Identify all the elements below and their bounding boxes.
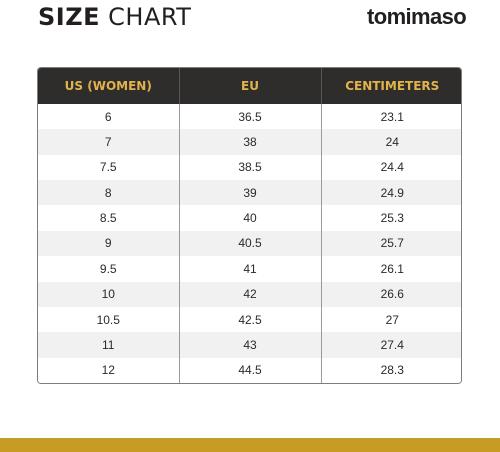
cell-us-women: 7.5 bbox=[38, 154, 180, 181]
cell-us-women: 6 bbox=[38, 104, 180, 130]
cell-eu: 40 bbox=[179, 205, 322, 231]
title-bold: SIZE bbox=[38, 3, 101, 31]
cell-us-women: 9.5 bbox=[38, 256, 180, 282]
table-row: 10.5 42.5 27 bbox=[38, 306, 461, 333]
table-row: 8.5 40 25.3 bbox=[38, 205, 461, 231]
cell-eu: 39 bbox=[179, 180, 322, 206]
cell-centimeters: 24.9 bbox=[321, 180, 461, 206]
column-header-eu: EU bbox=[179, 68, 322, 104]
cell-us-women: 9 bbox=[38, 230, 180, 257]
table-row: 9.5 41 26.1 bbox=[38, 256, 461, 282]
cell-eu: 40.5 bbox=[179, 230, 322, 257]
table-row: 8 39 24.9 bbox=[38, 180, 461, 206]
brand-logo: tomimaso bbox=[367, 4, 467, 29]
cell-us-women: 10.5 bbox=[38, 306, 180, 333]
table-row: 10 42 26.6 bbox=[38, 281, 461, 307]
table-row: 7 38 24 bbox=[38, 129, 461, 155]
cell-eu: 43 bbox=[179, 332, 322, 358]
cell-centimeters: 27 bbox=[321, 306, 461, 333]
cell-centimeters: 25.7 bbox=[321, 230, 461, 257]
cell-centimeters: 23.1 bbox=[321, 104, 461, 130]
size-table: US (WOMEN) EU CENTIMETERS 6 36.5 23.1 7 38 24… bbox=[38, 68, 461, 383]
footer-accent-bar bbox=[0, 438, 500, 452]
cell-eu: 42 bbox=[179, 281, 322, 307]
cell-eu: 41 bbox=[179, 256, 322, 282]
cell-us-women: 7 bbox=[38, 129, 180, 155]
size-chart-table: US (WOMEN) EU CENTIMETERS 6 36.5 23.1 7 38 24… bbox=[37, 67, 462, 384]
page-title: SIZE CHART bbox=[38, 2, 191, 32]
table-row: 9 40.5 25.7 bbox=[38, 230, 461, 257]
cell-centimeters: 24 bbox=[321, 129, 461, 155]
table-row: 11 43 27.4 bbox=[38, 332, 461, 358]
cell-eu: 38 bbox=[179, 129, 322, 155]
cell-us-women: 8 bbox=[38, 180, 180, 206]
table-row: 12 44.5 28.3 bbox=[38, 357, 461, 383]
cell-eu: 44.5 bbox=[179, 357, 322, 383]
column-header-us-women: US (WOMEN) bbox=[38, 68, 180, 104]
table-row: 6 36.5 23.1 bbox=[38, 104, 461, 130]
cell-us-women: 8.5 bbox=[38, 205, 180, 231]
cell-eu: 42.5 bbox=[179, 306, 322, 333]
table-body: 6 36.5 23.1 7 38 24 7.5 38.5 24.4 8 39 24.9 8.5 40 25.… bbox=[38, 104, 461, 383]
title-light: CHART bbox=[108, 3, 192, 31]
table-row: 7.5 38.5 24.4 bbox=[38, 154, 461, 181]
cell-centimeters: 26.6 bbox=[321, 281, 461, 307]
table-header-row: US (WOMEN) EU CENTIMETERS bbox=[38, 68, 461, 104]
cell-us-women: 11 bbox=[38, 332, 180, 358]
cell-centimeters: 25.3 bbox=[321, 205, 461, 231]
cell-centimeters: 27.4 bbox=[321, 332, 461, 358]
cell-eu: 38.5 bbox=[179, 154, 322, 181]
cell-eu: 36.5 bbox=[179, 104, 322, 130]
cell-centimeters: 26.1 bbox=[321, 256, 461, 282]
cell-us-women: 12 bbox=[38, 357, 180, 383]
column-header-centimeters: CENTIMETERS bbox=[321, 68, 461, 104]
cell-centimeters: 24.4 bbox=[321, 154, 461, 181]
cell-us-women: 10 bbox=[38, 281, 180, 307]
cell-centimeters: 28.3 bbox=[321, 357, 461, 383]
